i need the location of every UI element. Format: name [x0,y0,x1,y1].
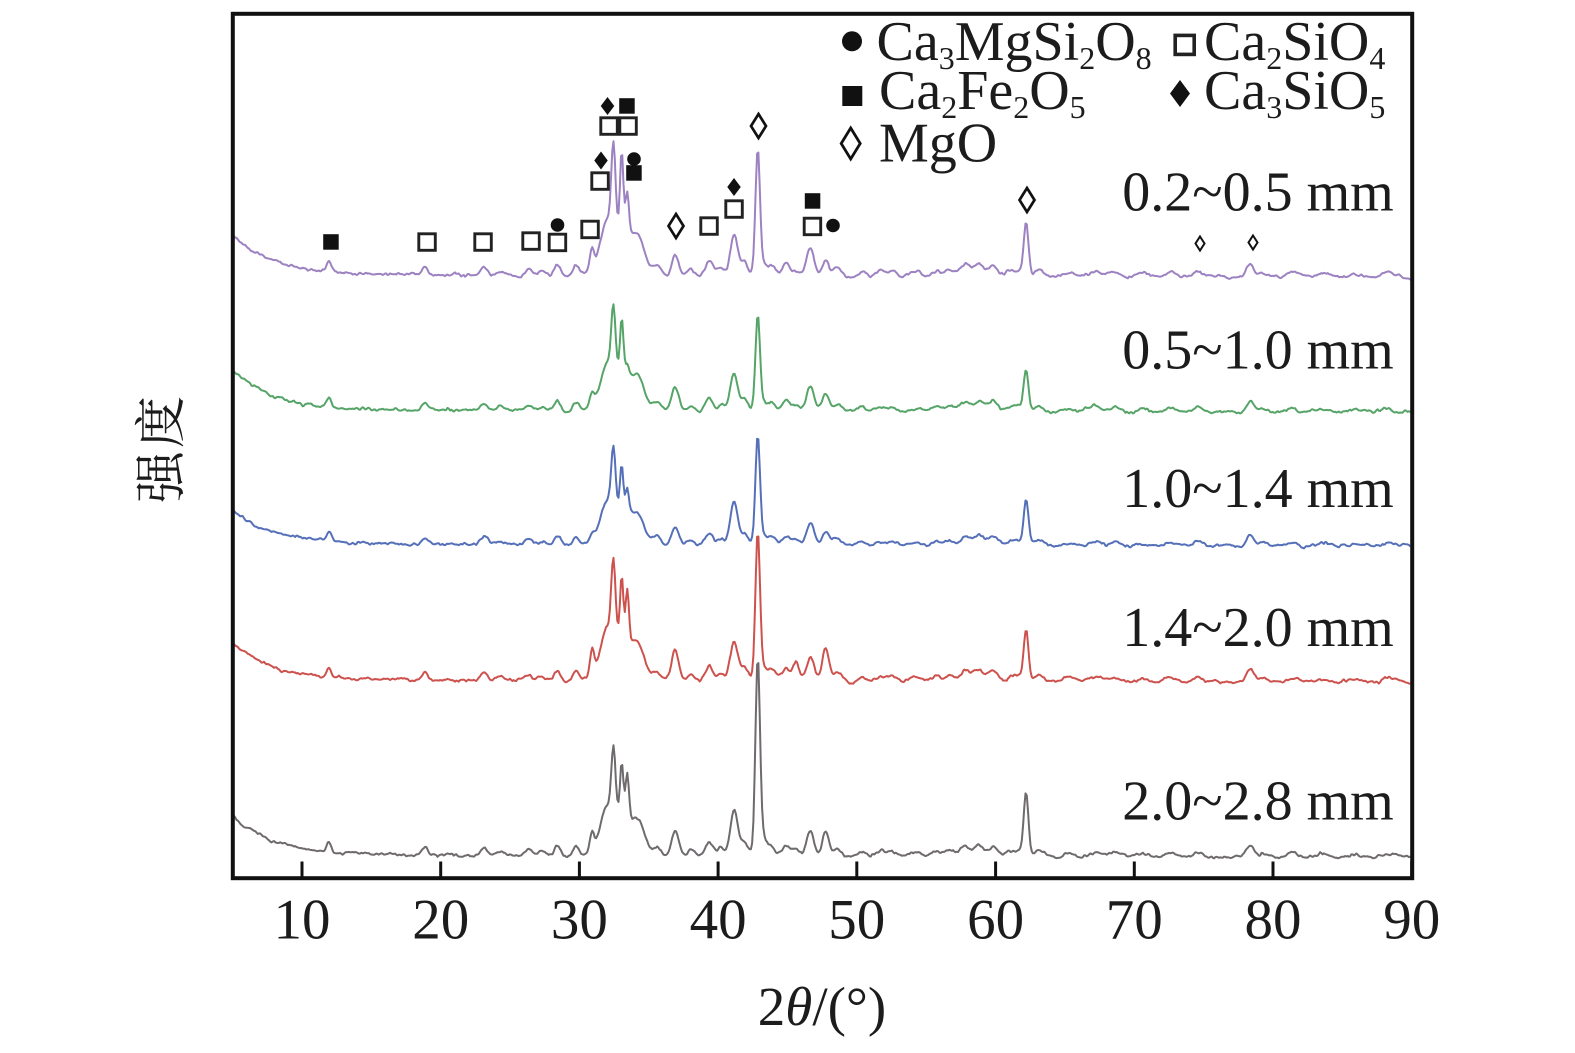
svg-text:90: 90 [1383,889,1440,952]
svg-text:80: 80 [1245,889,1302,952]
svg-text:Ca2SiO4: Ca2SiO4 [1204,11,1385,76]
svg-text:Ca2Fe2O5: Ca2Fe2O5 [879,60,1086,125]
svg-text:50: 50 [828,889,885,952]
svg-text:2.0~2.8 mm: 2.0~2.8 mm [1122,771,1393,833]
svg-text:1.0~1.4 mm: 1.0~1.4 mm [1122,458,1393,520]
svg-text:60: 60 [967,889,1024,952]
svg-text:Ca3MgSi2O8: Ca3MgSi2O8 [877,11,1152,76]
svg-text:1.4~2.0 mm: 1.4~2.0 mm [1122,597,1393,659]
svg-text:2θ/(°): 2θ/(°) [758,976,886,1037]
svg-text:0.5~1.0 mm: 0.5~1.0 mm [1122,320,1393,382]
svg-text:20: 20 [412,889,469,952]
svg-text:40: 40 [690,889,747,952]
svg-text:0.2~0.5 mm: 0.2~0.5 mm [1122,162,1393,224]
svg-text:Ca3SiO5: Ca3SiO5 [1204,60,1385,125]
svg-text:30: 30 [551,889,608,952]
svg-text:MgO: MgO [879,113,997,175]
svg-text:10: 10 [274,889,331,952]
svg-text:70: 70 [1106,889,1163,952]
